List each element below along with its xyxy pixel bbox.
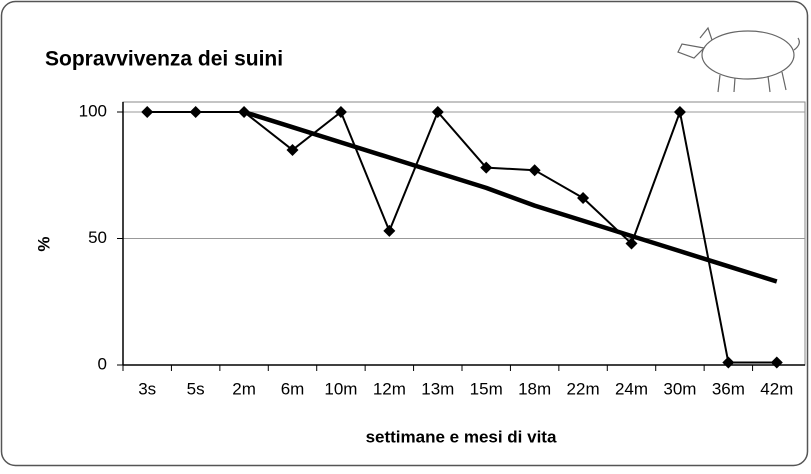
- point-marker: [480, 161, 493, 174]
- x-tick-label: 5s: [187, 379, 205, 398]
- y-tick-label: 0: [98, 354, 107, 373]
- y-tick-label: 50: [88, 228, 107, 247]
- point-marker: [625, 237, 638, 250]
- x-tick-label: 42m: [760, 379, 793, 398]
- point-marker: [722, 356, 735, 369]
- point-marker: [383, 224, 396, 237]
- x-tick-label: 13m: [421, 379, 454, 398]
- point-marker: [334, 106, 347, 118]
- x-tick-label: 6m: [281, 379, 305, 398]
- x-tick-label: 36m: [712, 379, 745, 398]
- x-tick-label: 2m: [232, 379, 256, 398]
- plot-area: [122, 101, 806, 366]
- series-line: [147, 111, 777, 364]
- chart-title: Sopravvivenza dei suini: [45, 48, 283, 71]
- x-tick-label: 18m: [518, 379, 551, 398]
- point-marker: [673, 106, 686, 118]
- point-marker: [286, 143, 299, 156]
- x-tick-label: 10m: [324, 379, 357, 398]
- point-marker: [770, 356, 783, 369]
- y-tick-label: 100: [79, 101, 107, 120]
- trend-line: [243, 109, 778, 284]
- y-axis-title: %: [34, 236, 53, 251]
- x-tick-label: 24m: [615, 379, 648, 398]
- point-marker: [431, 106, 444, 118]
- x-axis-title: settimane e mesi di vita: [366, 427, 557, 446]
- point-marker: [189, 106, 202, 118]
- point-marker: [528, 164, 541, 177]
- x-tick-label: 15m: [470, 379, 503, 398]
- pig-illustration: [677, 26, 800, 93]
- point-marker: [577, 192, 590, 205]
- x-tick-label: 3s: [138, 379, 156, 398]
- x-tick-label: 12m: [373, 379, 406, 398]
- x-tick-label: 22m: [567, 379, 600, 398]
- x-tick-label: 30m: [663, 379, 696, 398]
- point-marker: [141, 106, 154, 118]
